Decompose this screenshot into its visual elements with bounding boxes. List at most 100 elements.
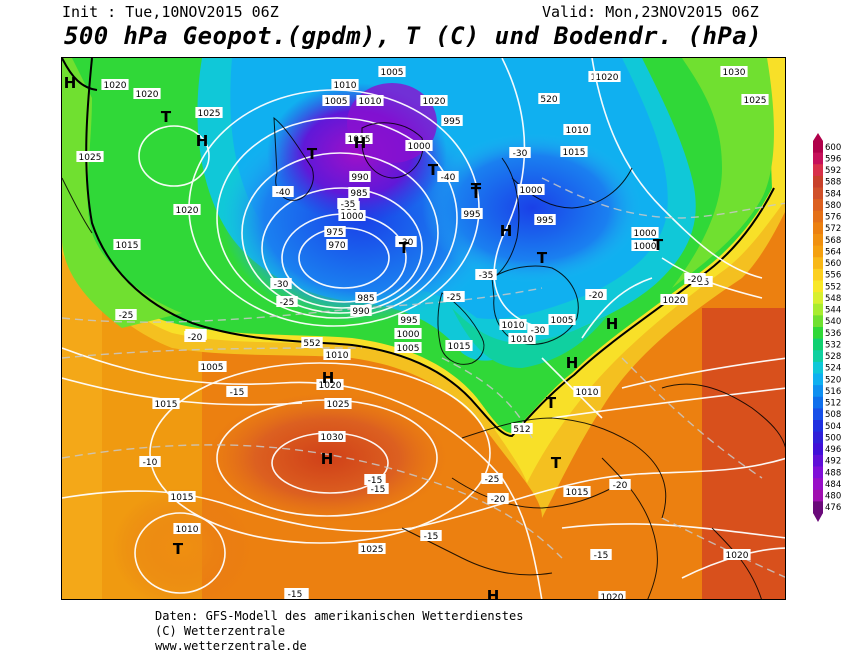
colorbar-swatch (813, 210, 823, 223)
isobar-label-box (195, 107, 223, 118)
isobar-label: 1020 (319, 381, 342, 391)
colorbar-swatch (813, 443, 823, 456)
isobar-label-box (420, 95, 448, 106)
isobar-label-box (326, 239, 348, 250)
isotherm-label-box (684, 273, 706, 284)
colorbar-swatch (813, 315, 823, 328)
isobar-label: 990 (352, 307, 369, 317)
isotherm-label-box (437, 171, 459, 182)
colorbar-tick-label: 600 (825, 143, 841, 153)
isotherm-label-box (443, 291, 465, 302)
colorbar-swatch (813, 222, 823, 235)
footer-data-source: Daten: GFS-Modell des amerikanischen Wet… (155, 609, 524, 623)
isobar-label-box (560, 146, 588, 157)
isotherm-label-box (420, 530, 442, 541)
high-pressure-center: H (322, 369, 335, 387)
isobar-label-box (168, 491, 196, 502)
isobar-label: 1015 (348, 135, 371, 145)
isotherm-label-box (270, 278, 292, 289)
isobar-label: 995 (443, 117, 460, 127)
isotherm-label-box (337, 198, 359, 209)
colorbar-swatch (813, 199, 823, 212)
isobar-label: 1010 (576, 388, 599, 398)
isobar-label: 1015 (566, 488, 589, 498)
isobar-label: 995 (400, 316, 417, 326)
low-pressure-center: T (399, 239, 410, 257)
isobar-label-box (378, 66, 406, 77)
isotherm-label: -15 (424, 532, 439, 542)
isotherm-label: -25 (485, 475, 500, 485)
colorbar-swatch (813, 187, 823, 200)
colorbar-swatch (813, 408, 823, 421)
isobar-label-box (508, 333, 536, 344)
isotherm-label-box (475, 269, 497, 280)
isobar-label-box (534, 214, 556, 225)
coast-greenland (62, 58, 98, 91)
south-high-core (112, 488, 252, 599)
colorbar-tick-label: 556 (825, 271, 841, 281)
colorbar-swatch (813, 303, 823, 316)
colorbar-up-arrow (813, 133, 823, 141)
colorbar-swatch (813, 164, 823, 177)
high-pressure-center: H (566, 354, 579, 372)
colorbar-swatch (813, 454, 823, 467)
colorbar-swatch (813, 268, 823, 281)
isotherm-label: -15 (288, 590, 303, 600)
colorbar-swatch (813, 234, 823, 247)
isotherm-label: -20 (613, 481, 628, 491)
isobar-label-box (394, 328, 422, 339)
colorbar-tick-label: 580 (825, 201, 841, 211)
colorbar-tick-label: 532 (825, 340, 841, 350)
isobar-label-box (331, 79, 359, 90)
colorbar-tick-label: 592 (825, 166, 841, 176)
isobar-label: 1005 (201, 363, 224, 373)
weather-map: 1020 1010 1005 1025 1030 1020 1025 1005 1010 1020… (61, 57, 786, 600)
isobar-label-box (398, 314, 420, 325)
colorbar-tick-label: 496 (825, 445, 841, 455)
teal-region (452, 308, 607, 368)
low-pressure-center: T (471, 184, 482, 202)
colorbar-swatch (813, 350, 823, 363)
isobar-label: 995 (463, 210, 480, 220)
colorbar-swatch (813, 489, 823, 502)
isotherm-label: -30 (531, 326, 546, 336)
colorbar-swatch (813, 152, 823, 165)
colorbar-tick-label: 568 (825, 236, 841, 246)
colorbar-tick-label: 544 (825, 306, 841, 316)
isobar-label-box (101, 79, 129, 90)
isobar-label-box (548, 314, 576, 325)
isotherm-label: -15 (368, 476, 383, 486)
colorbar-swatch (813, 466, 823, 479)
colorbar-legend: 600 596 592 588 584 580 576 572 568 564 560 556 552 5… (813, 133, 850, 525)
colorbar-swatch (813, 385, 823, 398)
colorbar-swatch (813, 327, 823, 340)
colorbar-tick-label: 512 (825, 399, 841, 409)
geopotential-552-line (85, 58, 775, 438)
colorbar-swatch (813, 175, 823, 188)
isobar-label: 1010 (176, 525, 199, 535)
isobar-label: 1010 (326, 351, 349, 361)
isobar-label-box (318, 431, 346, 442)
isobar-label: 1025 (327, 400, 350, 410)
isobar-label-box (563, 124, 591, 135)
colorbar-swatch (813, 338, 823, 351)
isobar-label-box (593, 71, 621, 82)
isotherm-label-box (139, 456, 161, 467)
isobar-label-box (441, 115, 463, 126)
isobar-label-box (348, 187, 370, 198)
colorbar-tick-label: 564 (825, 247, 841, 257)
isobar-label: 995 (536, 216, 553, 226)
colorbar-tick-label: 516 (825, 387, 841, 397)
geopotential-label-box (538, 93, 560, 104)
isobar-label-box (445, 340, 473, 351)
pressure-labels: 1020 1010 1005 1025 1030 1020 1025 1005 1010 1020… (76, 66, 769, 599)
isobar-label: 1010 (566, 126, 589, 136)
colorbar-swatch (813, 431, 823, 444)
high-pressure-center: H (606, 315, 619, 333)
isobar-label: 1015 (116, 241, 139, 251)
isotherm-label: -35 (479, 271, 494, 281)
isotherm-label: -35 (341, 200, 356, 210)
colorbar-tick-label: 520 (825, 375, 841, 385)
isobar-label: 1000 (408, 142, 431, 152)
